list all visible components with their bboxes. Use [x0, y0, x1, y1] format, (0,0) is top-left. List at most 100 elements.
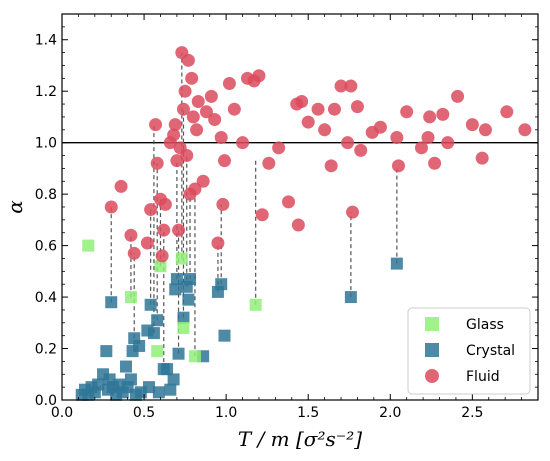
- fluid-point: [222, 76, 236, 90]
- fluid-point: [199, 105, 213, 119]
- fluid-point: [311, 102, 325, 116]
- fluid-point: [181, 53, 195, 67]
- fluid-point: [451, 89, 465, 103]
- fluid-point: [282, 195, 296, 209]
- legend-label-crystal: Crystal: [466, 343, 515, 359]
- fluid-point: [255, 208, 269, 222]
- crystal-point: [124, 373, 137, 386]
- fluid-point: [341, 136, 355, 150]
- crystal-point: [164, 383, 177, 396]
- glass-point: [188, 350, 201, 363]
- fluid-point: [149, 118, 163, 132]
- glass-point: [151, 345, 164, 358]
- y-tick-label: 0.6: [35, 239, 57, 255]
- fluid-point: [291, 218, 305, 232]
- crystal-point: [167, 373, 180, 386]
- x-tick-label: 1.0: [215, 405, 237, 421]
- fluid-point: [414, 141, 428, 155]
- glass-point: [82, 239, 95, 252]
- y-tick-label: 1.0: [35, 136, 57, 152]
- fluid-point: [114, 179, 128, 193]
- y-tick-label: 0.0: [35, 393, 57, 409]
- fluid-point: [191, 94, 205, 108]
- fluid-point: [318, 123, 332, 137]
- glass-point: [175, 252, 188, 265]
- crystal-point: [169, 283, 182, 296]
- crystal-point: [390, 257, 403, 270]
- x-tick-label: 0.0: [51, 405, 73, 421]
- glass-point: [177, 321, 190, 334]
- crystal-point: [147, 327, 160, 340]
- fluid-point: [441, 136, 455, 150]
- fluid-point: [190, 123, 204, 137]
- crystal-point: [105, 296, 118, 309]
- fluid-point: [350, 100, 364, 114]
- fluid-point: [176, 102, 190, 116]
- y-tick-label: 0.4: [35, 290, 57, 306]
- fluid-point: [346, 205, 360, 219]
- legend-marker-glass: [425, 317, 439, 331]
- legend-marker-crystal: [425, 343, 439, 357]
- fluid-point: [301, 115, 315, 129]
- fluid-point: [158, 197, 172, 211]
- x-tick-label: 2.5: [461, 405, 483, 421]
- fluid-point: [423, 110, 437, 124]
- crystal-point: [151, 314, 164, 327]
- fluid-point: [204, 89, 218, 103]
- crystal-point: [120, 360, 133, 373]
- x-tick-label: 2.0: [379, 405, 401, 421]
- crystal-point: [100, 345, 113, 358]
- fluid-point: [236, 136, 250, 150]
- fluid-point: [324, 159, 338, 173]
- fluid-point: [327, 102, 341, 116]
- crystal-point: [133, 339, 146, 352]
- fluid-point: [478, 123, 492, 137]
- fluid-point: [167, 128, 181, 142]
- fluid-point: [155, 249, 169, 263]
- legend-marker-fluid: [425, 369, 439, 383]
- fluid-point: [178, 84, 192, 98]
- crystal-point: [161, 363, 174, 376]
- fluid-point: [421, 131, 435, 145]
- fluid-point: [180, 149, 194, 163]
- fluid-point: [188, 182, 202, 196]
- y-tick-label: 1.2: [35, 84, 57, 100]
- crystal-point: [182, 293, 195, 306]
- glass-point: [124, 291, 137, 304]
- crystal-point: [344, 291, 357, 304]
- crystal-point: [170, 273, 183, 286]
- crystal-point: [218, 329, 231, 342]
- fluid-point: [373, 120, 387, 134]
- fluid-point: [272, 141, 286, 155]
- fluid-point: [475, 151, 489, 165]
- y-tick-label: 1.4: [35, 33, 57, 49]
- fluid-point: [518, 123, 532, 137]
- fluid-point: [217, 154, 231, 168]
- fluid-point: [157, 223, 171, 237]
- crystal-point: [177, 311, 190, 324]
- fluid-point: [436, 107, 450, 121]
- fluid-point: [170, 154, 184, 168]
- y-tick-label: 0.8: [35, 187, 57, 203]
- fluid-point: [172, 223, 186, 237]
- glass-point: [249, 298, 262, 311]
- fluid-point: [104, 200, 118, 214]
- fluid-point: [252, 69, 266, 83]
- fluid-point: [124, 228, 138, 242]
- fluid-point: [400, 105, 414, 119]
- glass-point: [154, 260, 167, 273]
- fluid-point: [150, 156, 164, 170]
- x-tick-label: 1.5: [297, 405, 319, 421]
- fluid-point: [211, 236, 225, 250]
- x-tick-label: 0.5: [133, 405, 155, 421]
- fluid-point: [295, 94, 309, 108]
- fluid-point: [390, 131, 404, 145]
- fluid-point: [216, 197, 230, 211]
- crystal-point: [172, 347, 185, 360]
- crystal-point: [142, 381, 155, 394]
- fluid-point: [500, 105, 514, 119]
- legend-label-glass: Glass: [466, 317, 504, 333]
- fluid-point: [214, 131, 228, 145]
- y-tick-label: 0.2: [35, 342, 57, 358]
